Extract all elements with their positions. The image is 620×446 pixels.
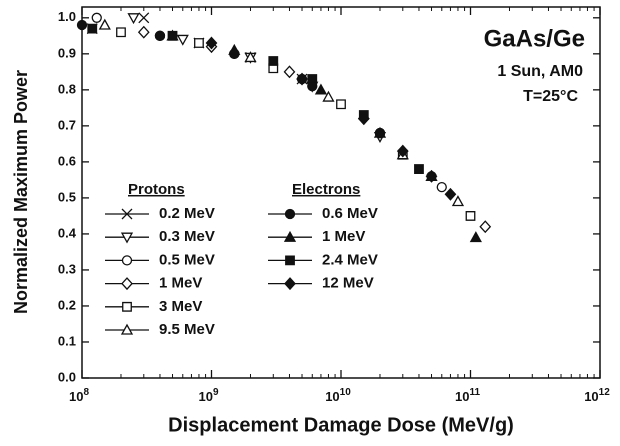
- annotation: T=25°C: [523, 88, 578, 105]
- data-point: [314, 83, 328, 95]
- x-tick-label: 108: [69, 387, 89, 405]
- y-tick-label: 0.9: [58, 45, 76, 60]
- y-tick-label: 0.1: [58, 333, 76, 348]
- x-tick-label: 1010: [325, 387, 351, 405]
- y-tick-label: 0.7: [58, 117, 76, 132]
- legend-label: 1 MeV: [159, 275, 202, 292]
- annotation: GaAs/Ge: [484, 25, 585, 52]
- data-point: [425, 169, 438, 181]
- x-tick-base: 10: [325, 389, 339, 404]
- annotation: 1 Sun, AM0: [497, 63, 583, 80]
- data-point: [414, 164, 424, 174]
- data-point: [444, 187, 457, 201]
- x-tick-exponent: 9: [213, 387, 219, 398]
- x-tick-label: 1012: [584, 387, 610, 405]
- y-tick-label: 0.0: [58, 369, 76, 384]
- data-point: [137, 25, 150, 39]
- data-point: [469, 231, 482, 243]
- y-tick-label: 1.0: [58, 9, 76, 24]
- x-tick-base: 10: [69, 389, 83, 404]
- legend-label: 3 MeV: [159, 298, 202, 315]
- data-point: [436, 181, 447, 193]
- data-point: [451, 195, 465, 207]
- y-tick-label: 0.6: [58, 153, 76, 168]
- legend-label: 0.6 MeV: [322, 205, 378, 222]
- legend-marker: [284, 208, 296, 220]
- x-tick-exponent: 8: [83, 387, 89, 398]
- data-point: [307, 74, 318, 84]
- data-point: [479, 220, 492, 234]
- legend-marker: [121, 277, 133, 291]
- data-point: [268, 56, 279, 66]
- data-point: [283, 65, 296, 79]
- legend-marker: [122, 301, 132, 312]
- y-tick-label: 0.8: [58, 81, 76, 96]
- data-point: [138, 12, 150, 24]
- legend-title: Electrons: [292, 181, 360, 198]
- legend-marker: [283, 230, 297, 242]
- legend-label: 2.4 MeV: [322, 251, 378, 268]
- x-tick-base: 10: [198, 389, 212, 404]
- data-point: [396, 144, 409, 158]
- legend-label: 12 MeV: [322, 275, 374, 292]
- x-axis-label: Displacement Damage Dose (MeV/g): [168, 414, 514, 436]
- y-tick-label: 0.5: [58, 189, 76, 204]
- data-point: [91, 12, 102, 23]
- legend-label: 0.3 MeV: [159, 228, 215, 245]
- legend-label: 0.5 MeV: [159, 251, 215, 268]
- data-point: [154, 30, 166, 41]
- data-point: [373, 126, 387, 138]
- data-point: [322, 90, 335, 102]
- data-point: [87, 23, 98, 34]
- data-point: [296, 72, 308, 86]
- data-point: [176, 34, 189, 46]
- x-tick-label: 1011: [455, 387, 480, 405]
- y-tick-label: 0.4: [58, 225, 77, 240]
- data-point: [76, 19, 88, 31]
- data-point: [228, 43, 241, 55]
- legend-marker: [121, 208, 133, 220]
- data-point: [98, 18, 111, 30]
- y-tick-label: 0.2: [58, 297, 76, 312]
- legend-label: 9.5 MeV: [159, 321, 215, 338]
- legend-marker: [121, 255, 133, 266]
- legend-marker: [284, 277, 296, 291]
- data-point: [357, 112, 370, 126]
- x-tick-exponent: 12: [599, 387, 611, 398]
- x-tick-base: 10: [455, 389, 469, 404]
- data-point: [194, 38, 204, 48]
- y-tick-label: 0.3: [58, 261, 76, 276]
- x-tick-exponent: 11: [469, 387, 480, 398]
- x-tick-label: 109: [198, 387, 218, 405]
- legend-marker: [120, 232, 134, 244]
- legend-label: 0.2 MeV: [159, 205, 215, 222]
- x-tick-base: 10: [584, 389, 598, 404]
- legend-marker: [285, 255, 295, 266]
- data-point: [167, 30, 178, 41]
- legend-label: 1 MeV: [322, 228, 365, 245]
- data-point: [205, 36, 218, 50]
- data-point: [244, 51, 257, 63]
- data-point: [336, 99, 346, 110]
- x-tick-exponent: 10: [340, 387, 352, 398]
- legend-marker: [120, 323, 134, 335]
- legend-title: Protons: [128, 181, 185, 198]
- data-point: [465, 211, 476, 221]
- data-point: [116, 27, 126, 38]
- y-axis-label: Normalized Maximum Power: [11, 70, 31, 314]
- data-point: [127, 13, 140, 25]
